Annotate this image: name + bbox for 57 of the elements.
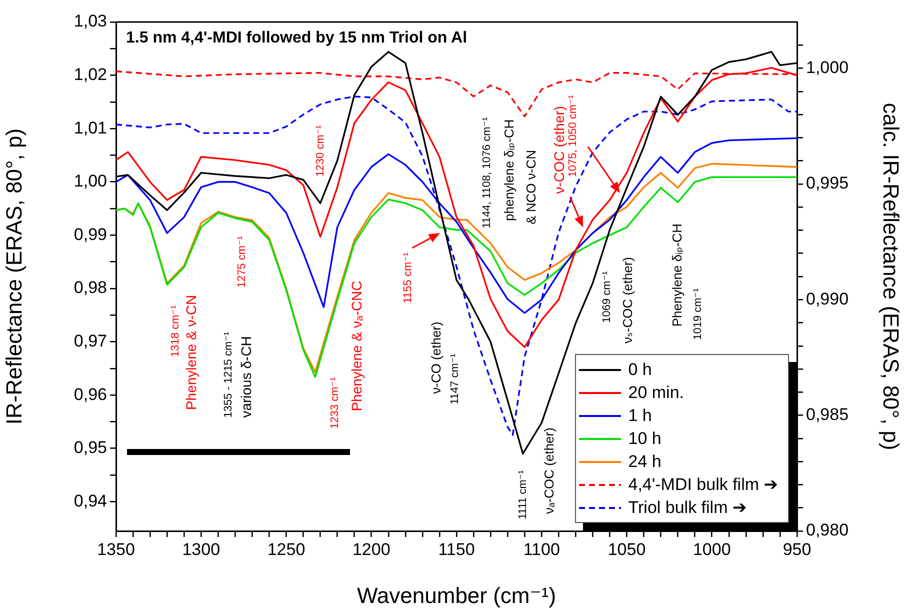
y-tick-label: 0,99 — [74, 224, 107, 244]
x-tick-label: 1200 — [352, 540, 390, 559]
x-tick-label: 1300 — [182, 540, 220, 559]
y2-tick-label: 0,985 — [806, 405, 849, 424]
legend-label: 0 h — [628, 359, 652, 381]
y-tick-label: 0,98 — [74, 278, 107, 298]
annotation: νₐ-COC (ether) — [542, 428, 557, 514]
annotation: Phenylene δᵢₚ-CH — [669, 224, 684, 327]
x-tick-label: 1050 — [608, 540, 646, 559]
y-tick-label: 0,97 — [74, 331, 107, 350]
annotation: 1069 cm⁻¹ — [601, 270, 614, 323]
x-tick-label: 1000 — [692, 540, 731, 559]
y2-tick-label: 1,000 — [806, 58, 849, 77]
x-tick-label: 1150 — [438, 540, 475, 559]
annotation: & NCO ν-CN — [524, 150, 538, 224]
y-tick-label: 1,02 — [74, 64, 107, 84]
x-tick-label: 1250 — [267, 540, 306, 559]
y-tick-label: 0,94 — [74, 491, 107, 510]
x-tick-label: 1100 — [523, 540, 560, 559]
y-axis-title: IR-Reflectance (ERAS, 80°, p) — [1, 128, 26, 425]
annotation: 1355 - 1215 cm⁻¹ — [222, 332, 234, 418]
y2-tick-label: 0,990 — [806, 289, 849, 308]
annotation: phenylene δᵢₚ-CH — [502, 119, 517, 221]
annotation: νₛ-COC (ether) — [620, 256, 636, 344]
annotation: Phenylene & ν-CN — [182, 294, 199, 410]
y-tick-label: 1,03 — [74, 12, 107, 31]
y2-tick-label: 0,980 — [806, 520, 849, 540]
x-tick-label: 1350 — [97, 540, 135, 559]
annotation: 1275 cm⁻¹ — [236, 236, 248, 288]
annotation: 1144, 1108, 1076 cm⁻¹ — [481, 116, 494, 228]
annotation: 1147 cm⁻¹ — [448, 353, 461, 405]
legend-label: 20 min. — [628, 382, 684, 404]
annotation: various δ-CH — [238, 336, 254, 418]
annotation: Phenylene & νₐ-CNC — [348, 280, 365, 412]
legend-label: 4,4'-MDI bulk film ➔ — [628, 474, 778, 496]
legend-label: 10 h — [628, 428, 662, 450]
y2-axis-title: calc. IR-Reflectance (ERAS, 80°, p) — [878, 102, 904, 450]
legend-label: Triol bulk film ➔ — [628, 497, 747, 519]
y-tick-label: 1,01 — [74, 118, 107, 138]
y-tick-label: 1,00 — [74, 172, 107, 191]
annotation: ν-CO (ether) — [428, 322, 444, 394]
x-tick-label: 950 — [782, 540, 812, 559]
annotation: 1075, 1050 cm⁻¹ — [566, 94, 579, 178]
x-axis-title: Wavenumber (cm⁻¹) — [356, 582, 556, 608]
annotation: 1111 cm⁻¹ — [516, 470, 529, 520]
annotation: 1233 cm⁻¹ — [328, 376, 341, 429]
annotation: 1230 cm⁻¹ — [314, 124, 326, 177]
annotation: 1155 cm⁻¹ — [402, 252, 414, 304]
y2-tick-label: 0,995 — [806, 174, 849, 193]
annotation: 1019 cm⁻¹ — [692, 288, 704, 340]
annotation: ν-COC (ether) — [551, 106, 568, 194]
legend-label: 1 h — [628, 405, 652, 427]
y-tick-label: 0,95 — [74, 438, 107, 458]
legend-label: 24 h — [628, 451, 662, 473]
annotation: 1318 cm⁻¹ — [170, 304, 182, 357]
chart-title: 1.5 nm 4,4'-MDI followed by 15 nm Triol on Al — [126, 29, 468, 46]
y-tick-label: 0,96 — [74, 384, 107, 404]
